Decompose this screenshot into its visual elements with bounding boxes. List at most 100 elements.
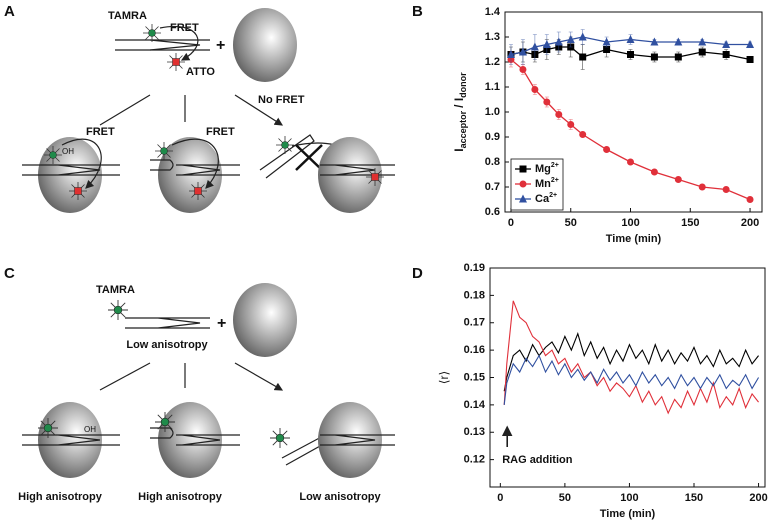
acceptor-dye — [166, 52, 186, 72]
legend-name: Mg — [535, 163, 551, 175]
hairpin — [149, 39, 201, 51]
no-fret-label: No FRET — [258, 94, 305, 106]
panel-label: A — [4, 3, 15, 20]
y-tick-label: 0.7 — [485, 181, 500, 193]
marker — [746, 56, 754, 63]
marker — [698, 37, 707, 46]
acceptor-dye — [68, 181, 88, 201]
y-tick-label: 0.18 — [464, 289, 485, 301]
annotation: RAG addition — [502, 454, 573, 466]
group-label: OH — [84, 425, 96, 434]
marker — [674, 37, 683, 46]
x-tick-label: 150 — [685, 492, 703, 504]
fret-arrow — [171, 138, 219, 189]
marker — [530, 42, 539, 51]
y-tick-label: 0.15 — [464, 371, 485, 383]
panel-label: B — [412, 3, 423, 20]
dna — [320, 434, 395, 446]
marker — [722, 40, 731, 48]
marker — [519, 180, 527, 188]
y-tick-label: 1.3 — [485, 31, 500, 43]
dna — [22, 164, 120, 176]
y-axis-label: Iacceptor / Idonor — [452, 72, 468, 152]
donor-dye — [37, 417, 59, 439]
series-line — [503, 332, 759, 392]
donor-dye — [269, 427, 291, 449]
outcome-label: High anisotropy — [138, 491, 223, 503]
acceptor-label: ATTO — [186, 66, 215, 78]
dna — [150, 427, 240, 446]
x-axis-label: Time (min) — [606, 233, 662, 245]
donor-dye — [154, 141, 174, 161]
marker — [674, 176, 682, 183]
marker — [579, 53, 587, 61]
cross — [295, 144, 323, 171]
outcome-label: High anisotropy — [18, 491, 103, 503]
marker — [531, 86, 539, 93]
legend-charge: 2+ — [551, 162, 559, 169]
marker — [579, 131, 587, 138]
marker — [746, 40, 755, 48]
marker — [519, 165, 527, 173]
legend-label: Mg2+ — [535, 162, 559, 175]
marker — [567, 121, 575, 128]
y-tick-label: 0.14 — [464, 399, 486, 411]
marker — [650, 53, 658, 61]
marker — [627, 51, 635, 58]
legend-label: Mn2+ — [535, 177, 559, 190]
legend-name: Mn — [535, 178, 551, 190]
y-tick-label: 0.9 — [485, 131, 500, 143]
y-tick-label: 1.1 — [485, 81, 500, 93]
marker — [555, 111, 563, 118]
marker — [566, 35, 575, 43]
donor-dye — [154, 411, 176, 433]
protein — [158, 402, 222, 478]
x-tick-label: 50 — [559, 492, 571, 504]
acceptor-dye — [365, 167, 385, 187]
panel-label: D — [412, 265, 423, 282]
marker — [519, 66, 527, 73]
dna — [125, 317, 210, 329]
y-tick-label: 1.0 — [485, 106, 500, 118]
state-label: Low anisotropy — [126, 339, 208, 351]
legend-name: Ca — [535, 193, 550, 205]
x-tick-label: 50 — [565, 217, 577, 229]
x-tick-label: 200 — [749, 492, 767, 504]
fret-label: FRET — [206, 126, 235, 138]
y-tick-label: 1.2 — [485, 56, 500, 68]
protein — [38, 402, 102, 478]
marker — [578, 32, 587, 41]
marker — [674, 53, 682, 61]
marker — [602, 37, 611, 46]
dye-label: TAMRA — [108, 10, 147, 22]
y-tick-label: 0.16 — [464, 344, 485, 356]
dna-fragment — [259, 134, 315, 179]
group-label: OH — [62, 147, 74, 156]
marker — [519, 194, 527, 203]
donor-dye — [107, 299, 129, 321]
marker — [554, 37, 563, 46]
marker — [698, 183, 706, 191]
panel-label: C — [4, 265, 15, 282]
marker — [626, 35, 635, 43]
acceptor-dye — [188, 181, 208, 201]
fret-arrow — [61, 138, 102, 189]
y-axis-label-part: / I — [452, 98, 466, 108]
outcome-label: Low anisotropy — [299, 491, 381, 503]
series-line — [503, 354, 760, 405]
y-axis-label-part: I — [452, 148, 466, 151]
legend-charge: 2+ — [551, 177, 559, 184]
y-axis-label-part: acceptor — [458, 110, 468, 148]
dna — [22, 434, 120, 446]
fret-arrow — [159, 25, 199, 61]
marker — [650, 37, 659, 46]
plus: + — [216, 37, 225, 54]
dye-label: TAMRA — [96, 284, 135, 296]
donor-dye — [142, 23, 162, 43]
x-tick-label: 100 — [621, 217, 639, 229]
marker — [698, 48, 706, 56]
arrows — [99, 94, 282, 125]
dna — [150, 159, 240, 176]
y-tick-label: 0.17 — [464, 317, 485, 329]
